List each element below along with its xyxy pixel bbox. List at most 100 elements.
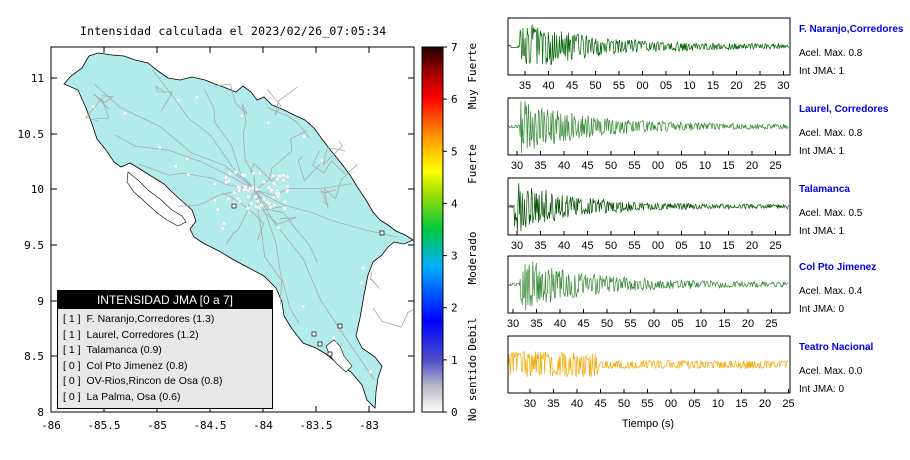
legend-item-level: [ 0 ] bbox=[63, 390, 81, 403]
waveform-panel: 30 35 40 45 50 55 00 05 10 15 20 25 Col Pto Jimenez A… bbox=[507, 255, 876, 330]
gulf-of-nicoya bbox=[126, 171, 187, 227]
town-marker bbox=[276, 226, 280, 230]
legend-title: INTENSIDAD JMA [0 a 7] bbox=[58, 291, 272, 309]
road bbox=[261, 206, 297, 225]
town-marker bbox=[282, 206, 287, 211]
waveform-x-tick-label: 40 bbox=[571, 398, 583, 410]
road bbox=[266, 86, 298, 116]
town-marker bbox=[283, 200, 287, 204]
map-frame bbox=[50, 46, 415, 413]
waveform-panel: 30 35 40 45 50 55 00 05 10 15 20 25 Talamanca Acel. M… bbox=[507, 177, 863, 252]
waveform-trace bbox=[508, 24, 789, 66]
road bbox=[85, 97, 110, 122]
waveform-x-tick-label: 30 bbox=[507, 318, 519, 330]
legend-item: [ 0 ] La Palma, Osa (0.6) bbox=[58, 390, 272, 406]
town-marker bbox=[238, 199, 242, 204]
road bbox=[222, 192, 265, 241]
waveform-x-tick-label: 00 bbox=[652, 160, 664, 172]
town-marker bbox=[368, 370, 373, 374]
waveform-x-tick-label: 50 bbox=[589, 80, 601, 92]
town-marker bbox=[359, 281, 364, 285]
town-marker bbox=[254, 194, 258, 199]
station-info: Int JMA: 1 bbox=[799, 66, 844, 77]
town-marker bbox=[174, 164, 178, 169]
legend-item: [ 0 ] Col Pto Jimenez (0.8) bbox=[58, 359, 272, 375]
station-info: Int JMA: 0 bbox=[799, 304, 844, 315]
town-marker bbox=[248, 186, 252, 191]
town-marker bbox=[320, 158, 324, 163]
map-x-tick-label: -86 bbox=[41, 419, 61, 432]
town-marker bbox=[123, 111, 127, 116]
town-marker bbox=[246, 206, 250, 211]
colorbar-category-label: Muy Fuerte bbox=[466, 43, 479, 109]
waveform-x-tick-label: 35 bbox=[534, 240, 546, 252]
waveform-panel: 35 40 45 50 55 00 05 10 15 20 25 30 F. Naranjo,Corre… bbox=[507, 17, 904, 92]
town-marker bbox=[195, 95, 199, 99]
town-marker bbox=[185, 157, 189, 161]
map-x-tick-label: -83 bbox=[359, 419, 379, 432]
waveform-x-tick-label: 40 bbox=[558, 160, 570, 172]
road bbox=[155, 85, 173, 112]
legend-item: [ 1 ] F. Naranjo,Corredores (1.3) bbox=[58, 312, 272, 328]
costa-rica-landmass bbox=[63, 52, 414, 409]
waveform-trace bbox=[508, 261, 789, 311]
traces-x-axis-label: Tiempo (s) bbox=[622, 418, 674, 430]
road bbox=[322, 140, 346, 166]
road bbox=[115, 134, 256, 191]
station-info: Int JMA: 1 bbox=[799, 146, 844, 157]
road bbox=[266, 107, 310, 138]
town-marker bbox=[222, 221, 226, 226]
town-marker bbox=[270, 188, 274, 192]
colorbar-tick-label: 6 bbox=[451, 93, 458, 106]
town-marker bbox=[302, 135, 306, 139]
waveform-x-tick-label: 35 bbox=[519, 80, 531, 92]
waveform-x-tick-label: 35 bbox=[530, 318, 542, 330]
map-y-tick-label: 9 bbox=[37, 295, 44, 308]
town-marker bbox=[249, 201, 253, 205]
map-y-tick-label: 8 bbox=[37, 406, 44, 419]
town-marker bbox=[242, 188, 246, 192]
road bbox=[297, 156, 321, 182]
road bbox=[213, 83, 248, 115]
waveform-trace bbox=[508, 101, 789, 154]
waveform-trace bbox=[508, 350, 789, 379]
waveform-x-tick-label: 05 bbox=[660, 80, 672, 92]
waveform-x-tick-label: 20 bbox=[746, 160, 758, 172]
waveform-x-tick-label: 50 bbox=[605, 240, 617, 252]
town-marker bbox=[241, 172, 245, 177]
town-marker bbox=[278, 174, 282, 178]
map-x-tick-label: -83.5 bbox=[299, 419, 332, 432]
waveform-x-tick-label: 00 bbox=[665, 398, 677, 410]
town-marker bbox=[91, 104, 95, 108]
town-marker bbox=[285, 184, 289, 189]
station-info: Acel. Max. 0.4 bbox=[799, 286, 863, 297]
road bbox=[312, 150, 346, 175]
town-marker bbox=[285, 189, 290, 194]
legend-item-station: F. Naranjo,Corredores (1.3) bbox=[86, 313, 215, 325]
town-marker bbox=[215, 207, 220, 212]
road bbox=[225, 189, 256, 245]
map-y-tick-label: 10 bbox=[31, 183, 44, 196]
waveform-x-tick-label: 00 bbox=[636, 80, 648, 92]
town-marker bbox=[281, 173, 286, 177]
town-marker bbox=[272, 203, 276, 207]
town-marker bbox=[271, 174, 275, 178]
colorbar-tick-label: 3 bbox=[451, 250, 458, 263]
town-marker bbox=[157, 145, 162, 150]
station-name: Talamanca bbox=[799, 184, 850, 195]
waveform-x-tick-label: 10 bbox=[699, 240, 711, 252]
waveform-x-tick-label: 10 bbox=[699, 160, 711, 172]
town-markers bbox=[91, 95, 373, 374]
road bbox=[254, 129, 308, 191]
station-info: Int JMA: 1 bbox=[799, 226, 844, 237]
colorbar-tick-label: 4 bbox=[451, 197, 458, 210]
town-marker bbox=[271, 195, 275, 199]
station-marker bbox=[317, 341, 323, 347]
waveform-x-tick-label: 45 bbox=[581, 240, 593, 252]
town-marker bbox=[236, 196, 240, 201]
waveform-x-tick-label: 05 bbox=[671, 318, 683, 330]
town-marker bbox=[275, 188, 280, 193]
waveform-x-tick-label: 45 bbox=[566, 80, 578, 92]
town-marker bbox=[240, 113, 244, 118]
map-x-tick-label: -84 bbox=[253, 419, 273, 432]
